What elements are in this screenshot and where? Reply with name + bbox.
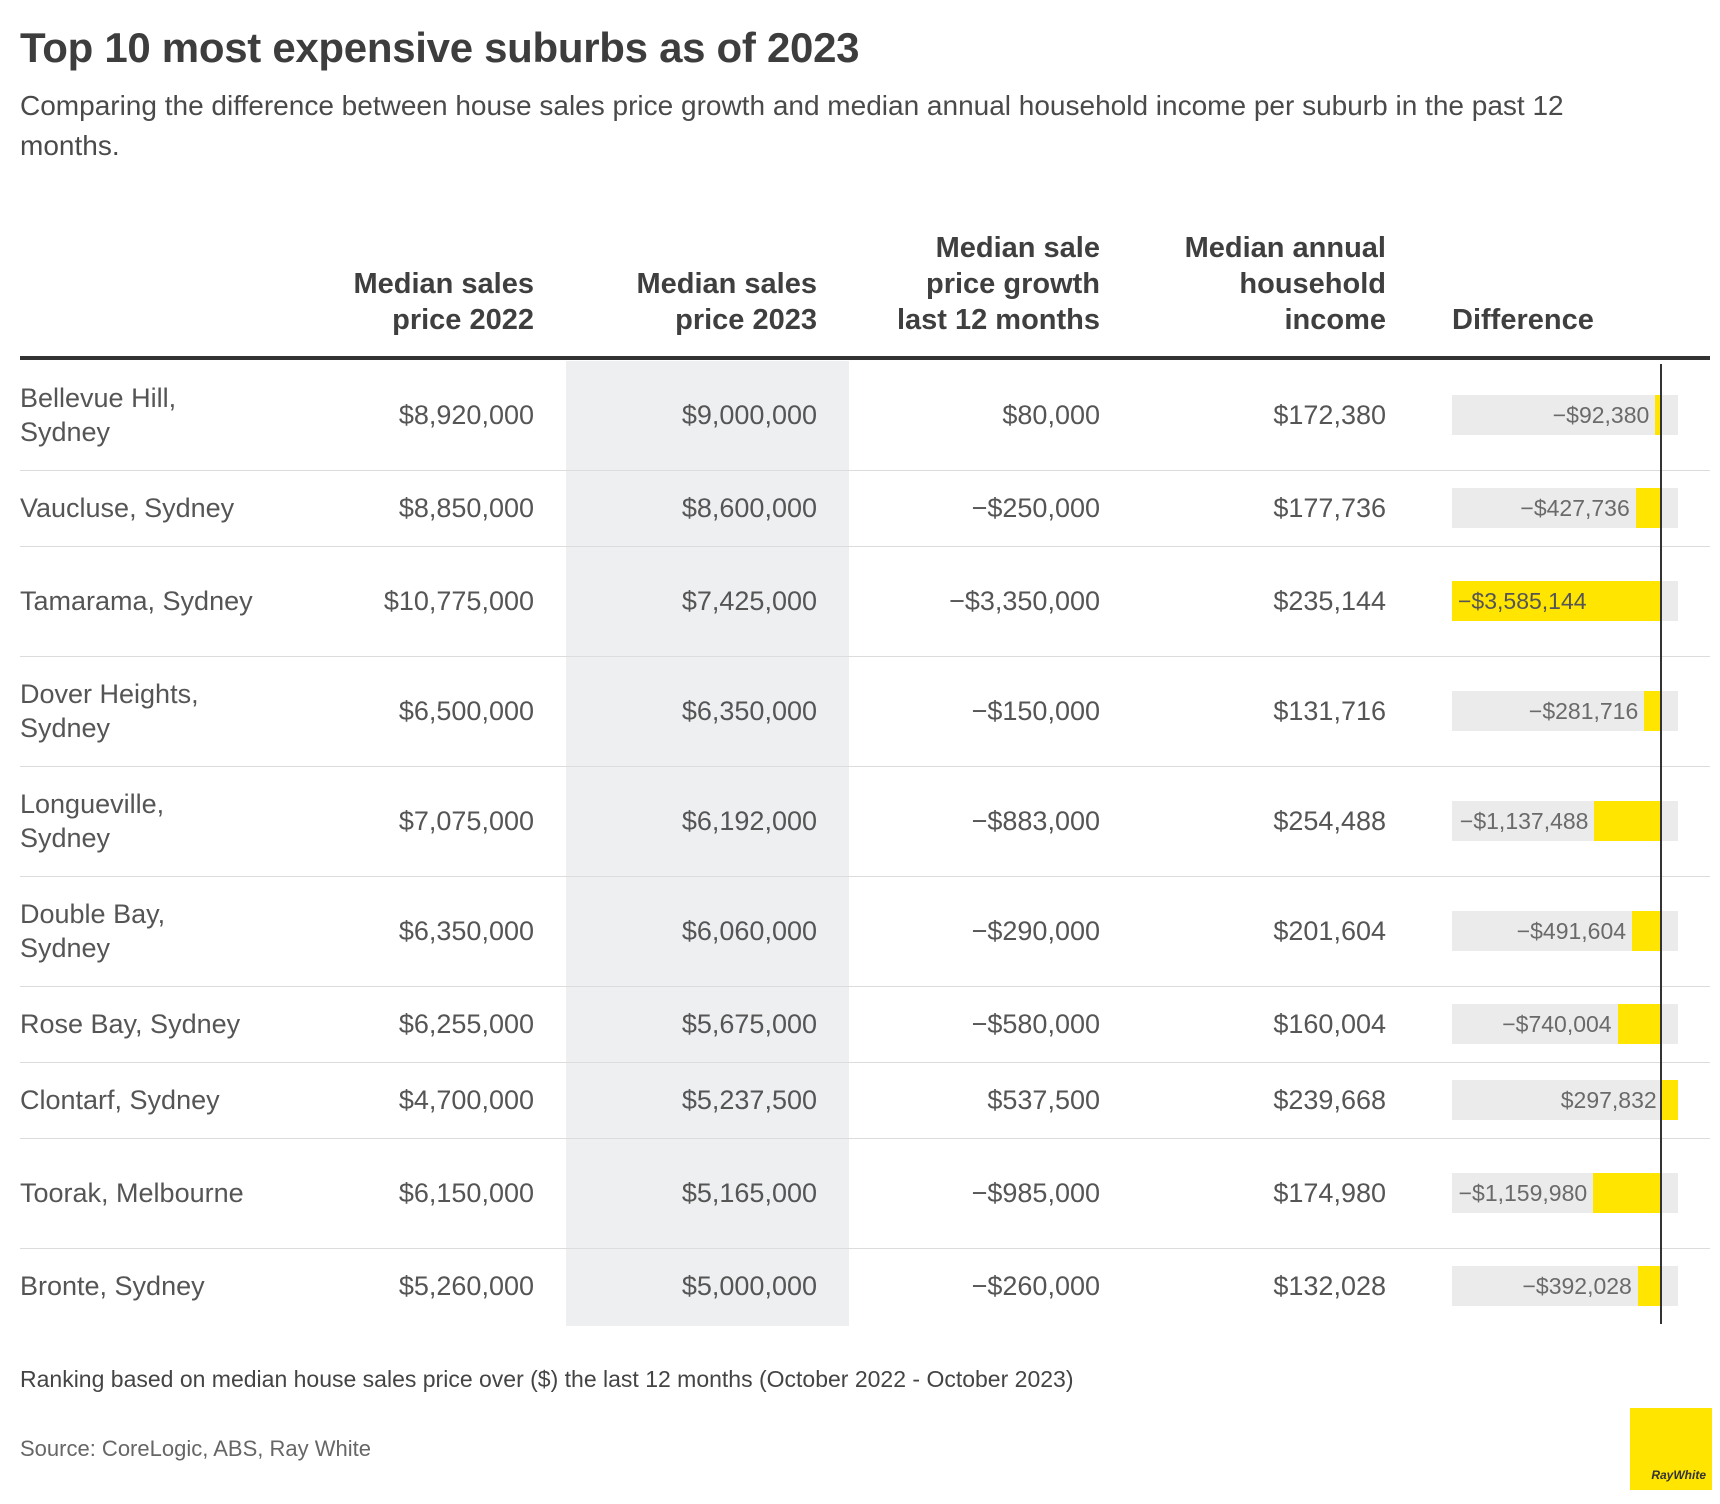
price-2023-cell: $6,060,000 xyxy=(681,916,817,946)
row-separator xyxy=(20,546,1710,547)
price-2023-cell: $7,425,000 xyxy=(681,586,817,616)
page-title: Top 10 most expensive suburbs as of 2023 xyxy=(20,24,860,71)
suburb-cell: Dover Heights, Sydney xyxy=(20,679,199,743)
difference-label: −$1,159,980 xyxy=(1458,1180,1588,1206)
household-income-cell: $254,488 xyxy=(1273,806,1386,836)
price-growth-cell: −$580,000 xyxy=(971,1009,1100,1039)
difference-bar-track xyxy=(1452,1080,1678,1120)
logo-wordmark: RayWhite xyxy=(1651,1468,1706,1482)
ray-white-logo: RayWhite xyxy=(1630,1408,1712,1490)
household-income-cell: $172,380 xyxy=(1273,400,1386,430)
difference-bar xyxy=(1632,911,1661,951)
price-growth-cell: $537,500 xyxy=(987,1085,1100,1115)
price-2022-cell: $6,350,000 xyxy=(398,916,534,946)
suburb-cell: Vaucluse, Sydney xyxy=(20,493,235,523)
header-price-growth: Median sale price growth last 12 months xyxy=(896,232,1100,336)
price-2022-cell: $8,850,000 xyxy=(398,493,534,523)
difference-zero-line xyxy=(1659,364,1662,1324)
row-separator xyxy=(20,1248,1710,1249)
difference-label: −$740,004 xyxy=(1502,1011,1612,1037)
household-income-cell: $131,716 xyxy=(1273,696,1386,726)
difference-bar xyxy=(1660,1080,1678,1120)
row-separator xyxy=(20,766,1710,767)
price-growth-cell: −$3,350,000 xyxy=(949,586,1100,616)
difference-label: −$491,604 xyxy=(1516,918,1627,944)
price-2022-cell: $4,700,000 xyxy=(398,1085,534,1115)
price-growth-cell: −$985,000 xyxy=(971,1178,1100,1208)
row-separator xyxy=(20,986,1710,987)
price-growth-cell: −$290,000 xyxy=(971,916,1100,946)
row-separator xyxy=(20,470,1710,471)
household-income-cell: $132,028 xyxy=(1273,1271,1386,1301)
difference-bar xyxy=(1644,691,1661,731)
price-growth-cell: −$260,000 xyxy=(971,1271,1100,1301)
header-price-2022: Median sales price 2022 xyxy=(353,268,534,336)
row-separator xyxy=(20,1062,1710,1063)
household-income-cell: $174,980 xyxy=(1273,1178,1386,1208)
price-2023-cell: $6,192,000 xyxy=(681,806,817,836)
price-2023-cell: $5,675,000 xyxy=(681,1009,817,1039)
suburb-cell: Toorak, Melbourne xyxy=(20,1178,244,1208)
highlight-column-2023 xyxy=(566,361,849,1326)
suburb-cell: Bellevue Hill, Sydney xyxy=(20,383,177,447)
price-2023-cell: $5,165,000 xyxy=(681,1178,817,1208)
price-2023-cell: $5,000,000 xyxy=(681,1271,817,1301)
suburb-cell: Double Bay, Sydney xyxy=(20,899,166,963)
difference-bar-track xyxy=(1452,395,1678,435)
price-2023-cell: $6,350,000 xyxy=(681,696,817,726)
header-difference: Difference xyxy=(1452,304,1594,336)
row-separator xyxy=(20,656,1710,657)
difference-bar xyxy=(1637,1266,1661,1306)
price-2022-cell: $6,500,000 xyxy=(398,696,534,726)
table-header-rule xyxy=(20,356,1710,360)
household-income-cell: $160,004 xyxy=(1273,1009,1386,1039)
price-2022-cell: $5,260,000 xyxy=(398,1271,534,1301)
difference-bar xyxy=(1452,581,1661,621)
difference-bar xyxy=(1593,1173,1661,1213)
household-income-cell: $177,736 xyxy=(1273,493,1386,523)
price-growth-cell: −$883,000 xyxy=(971,806,1100,836)
price-2022-cell: $10,775,000 xyxy=(383,586,534,616)
header-household-income: Median annual household income xyxy=(1184,232,1386,336)
price-2023-cell: $9,000,000 xyxy=(681,400,817,430)
price-growth-cell: $80,000 xyxy=(1002,400,1100,430)
difference-bar xyxy=(1617,1004,1661,1044)
difference-bar xyxy=(1594,801,1661,841)
difference-bar xyxy=(1655,395,1661,435)
header-price-2023: Median sales price 2023 xyxy=(636,268,817,336)
difference-label: −$427,736 xyxy=(1520,495,1630,521)
ranking-note: Ranking based on median house sales pric… xyxy=(20,1366,1074,1392)
suburb-cell: Clontarf, Sydney xyxy=(20,1085,220,1115)
suburb-cell: Rose Bay, Sydney xyxy=(20,1009,241,1039)
household-income-cell: $201,604 xyxy=(1273,916,1386,946)
difference-label: −$92,380 xyxy=(1552,402,1650,428)
suburb-cell: Tamarama, Sydney xyxy=(20,586,253,616)
difference-bar xyxy=(1635,488,1661,528)
price-2023-cell: $8,600,000 xyxy=(681,493,817,523)
price-growth-cell: −$150,000 xyxy=(971,696,1100,726)
price-2022-cell: $7,075,000 xyxy=(398,806,534,836)
price-2022-cell: $8,920,000 xyxy=(398,400,534,430)
difference-label: −$3,585,144 xyxy=(1458,588,1587,614)
difference-label: $297,832 xyxy=(1560,1087,1657,1113)
difference-label: −$281,716 xyxy=(1528,698,1639,724)
household-income-cell: $239,668 xyxy=(1273,1085,1386,1115)
difference-label: −$1,137,488 xyxy=(1459,808,1589,834)
price-growth-cell: −$250,000 xyxy=(971,493,1100,523)
difference-bar-track xyxy=(1452,691,1678,731)
row-separator xyxy=(20,876,1710,877)
household-income-cell: $235,144 xyxy=(1273,586,1386,616)
price-2023-cell: $5,237,500 xyxy=(681,1085,817,1115)
row-separator xyxy=(20,1138,1710,1139)
suburb-cell: Bronte, Sydney xyxy=(20,1271,205,1301)
price-2022-cell: $6,255,000 xyxy=(398,1009,534,1039)
suburb-cell: Longueville, Sydney xyxy=(20,789,165,853)
source-note: Source: CoreLogic, ABS, Ray White xyxy=(20,1436,371,1461)
difference-label: −$392,028 xyxy=(1522,1273,1632,1299)
price-2022-cell: $6,150,000 xyxy=(398,1178,534,1208)
page-subtitle: Comparing the difference between house s… xyxy=(20,90,1564,161)
